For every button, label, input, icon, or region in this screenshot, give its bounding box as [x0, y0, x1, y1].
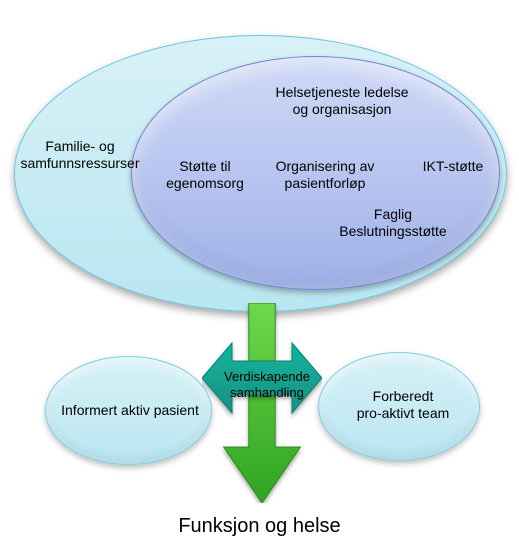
label-informert: Informert aktiv pasient	[55, 402, 205, 419]
arrow-icon	[202, 303, 322, 503]
bottom-title: Funksjon og helse	[0, 515, 519, 538]
label-familie: Familie- og samfunnsressurser	[20, 138, 140, 172]
arrow-group	[202, 303, 322, 503]
diagram-stage: Familie- og samfunnsressurser Helsetjene…	[0, 0, 519, 549]
label-faglig: Faglig Beslutningsstøtte	[318, 206, 468, 240]
label-stotte: Støtte til egenomsorg	[150, 158, 260, 192]
label-forberedt: Forberedt pro-aktivt team	[338, 388, 468, 422]
label-organisering: Organisering av pasientforløp	[255, 158, 395, 192]
label-helsetjeneste: Helsetjeneste ledelse og organisasjon	[252, 84, 432, 118]
label-verdiskapende: Verdiskapende samhandling	[217, 369, 317, 400]
label-ikt: IKT-støtte	[408, 158, 498, 175]
down-arrow-icon	[224, 303, 301, 503]
